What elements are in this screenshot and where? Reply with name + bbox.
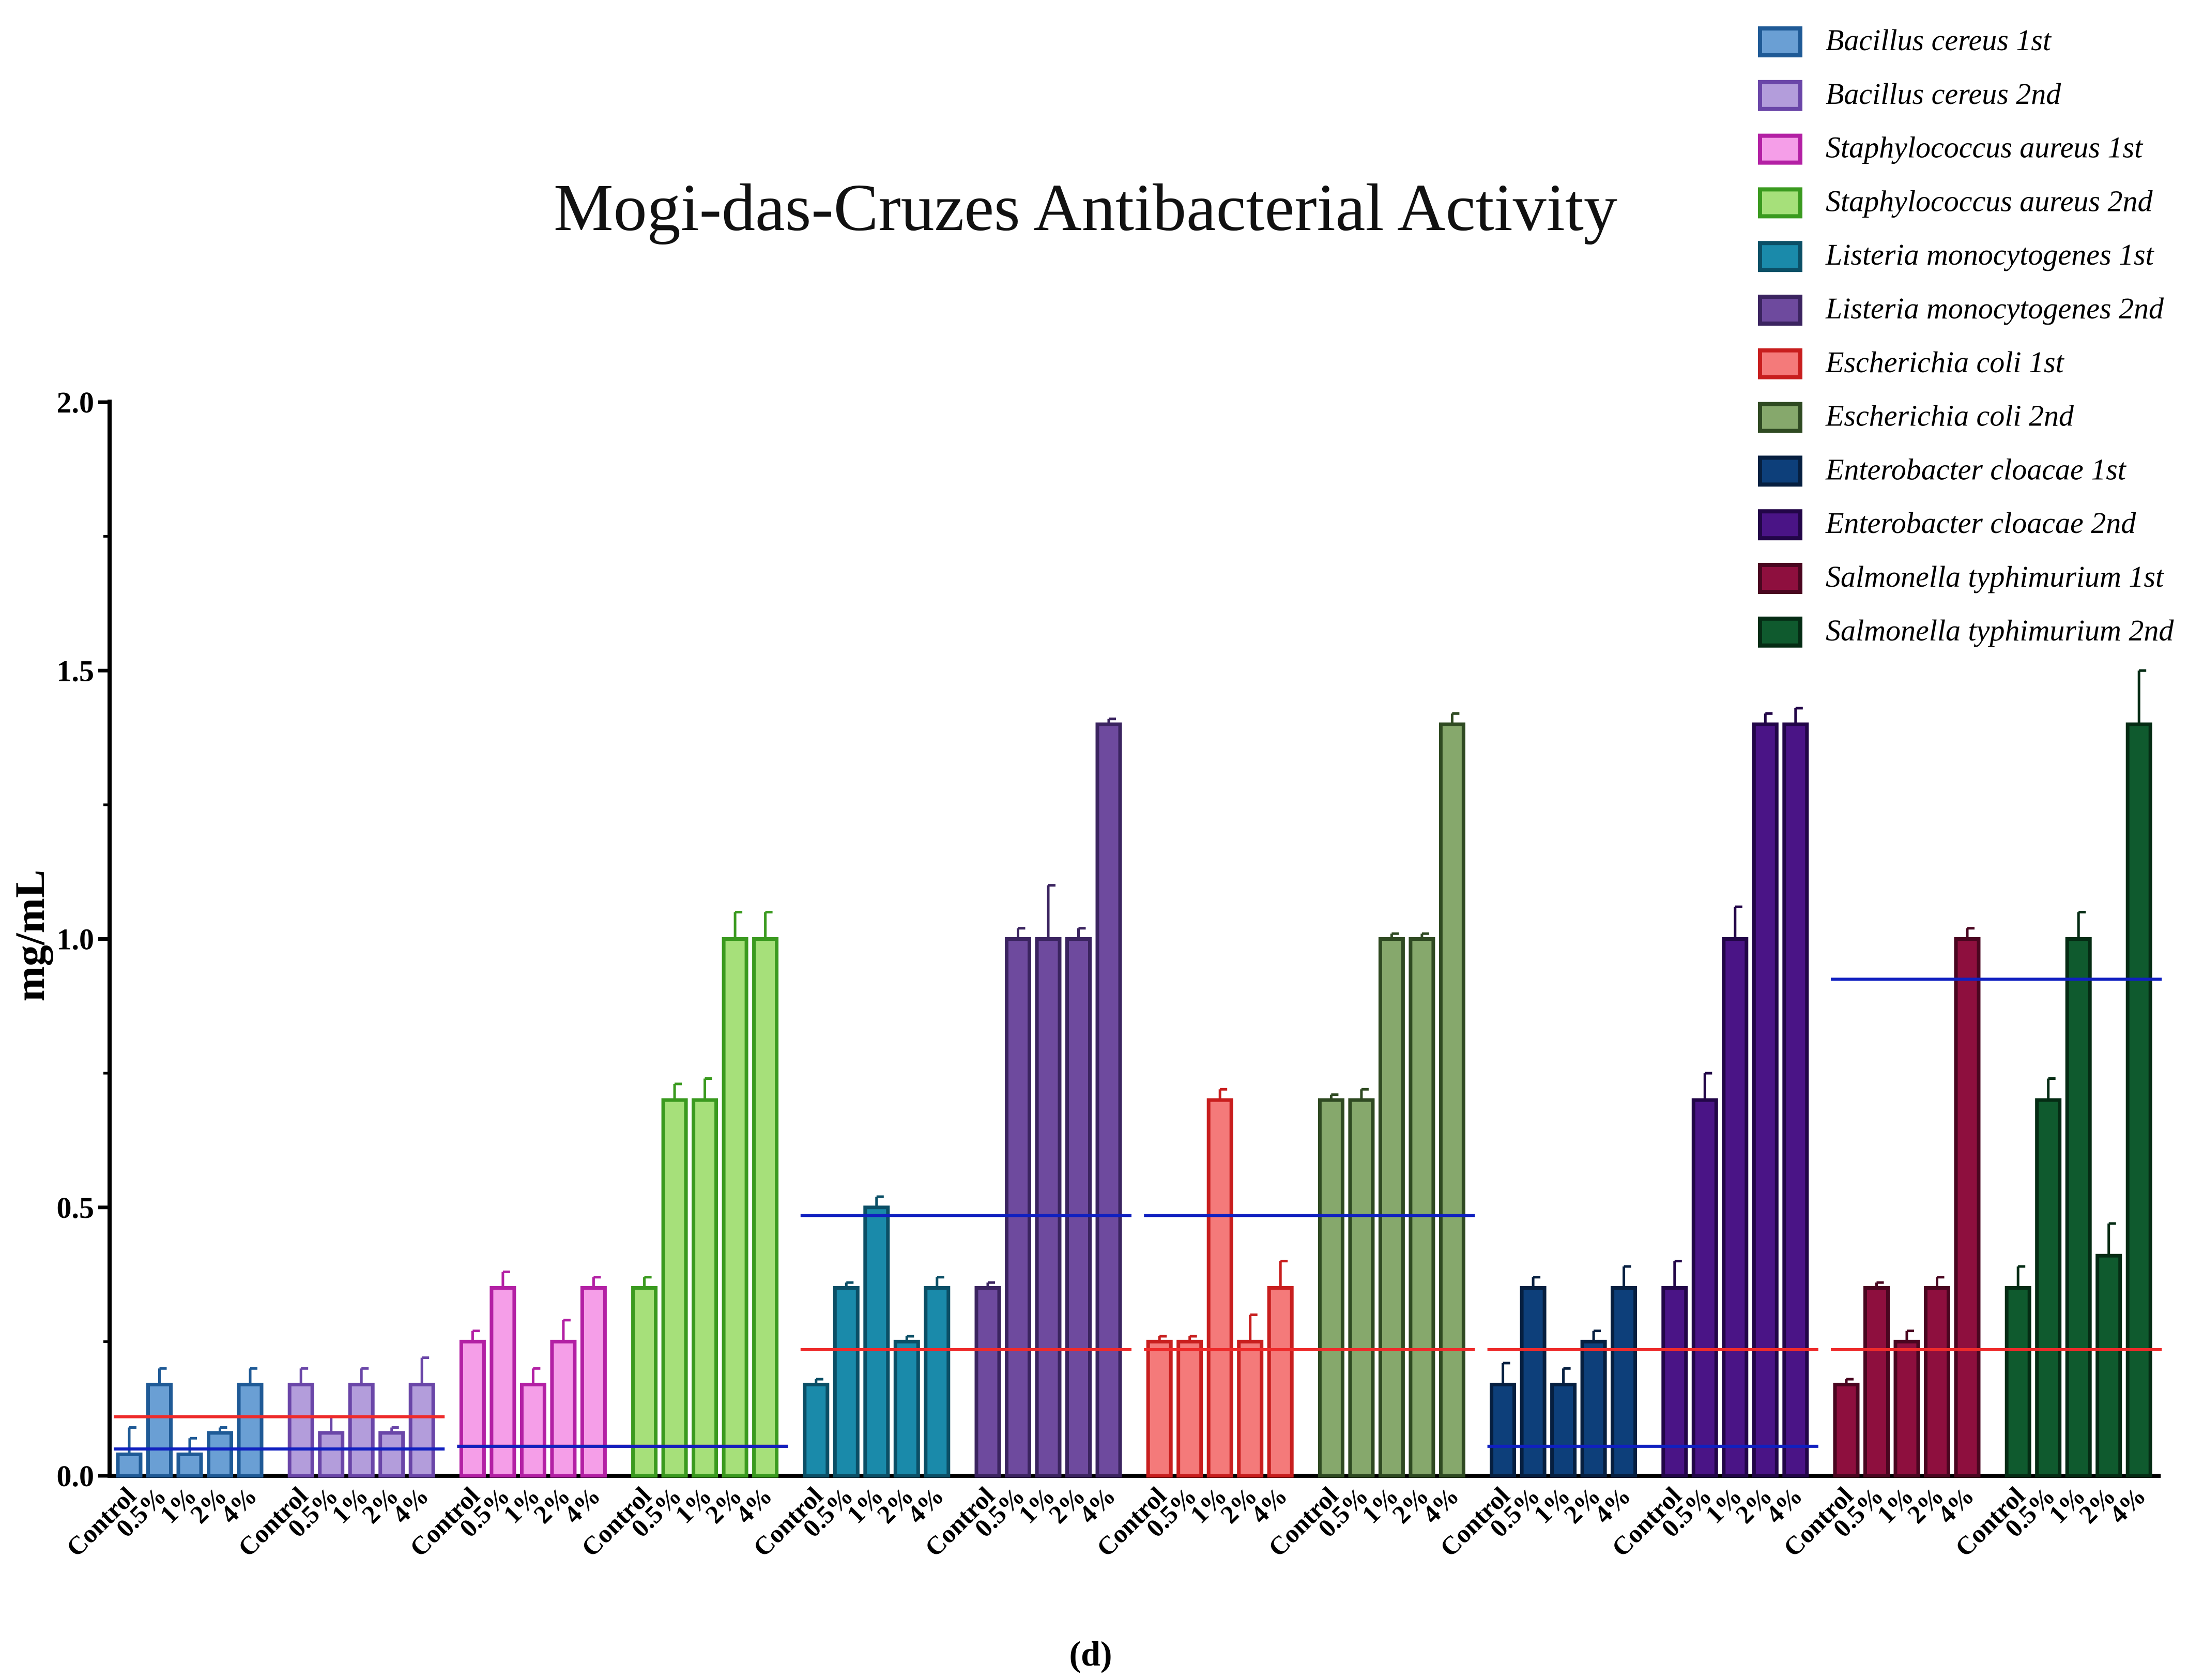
- legend-label: Enterobacter cloacae 2nd: [1825, 506, 2136, 540]
- bar: [459, 1339, 486, 1478]
- legend-label: Listeria monocytogenes 2nd: [1825, 292, 2164, 325]
- bar: [1691, 1098, 1718, 1478]
- chart-title: Mogi-das-Cruzes Antibacterial Activity: [554, 171, 1617, 245]
- y-tick-label: 1.0: [57, 923, 95, 956]
- bar: [1146, 1339, 1173, 1478]
- bar: [722, 937, 748, 1478]
- bar: [116, 1452, 143, 1478]
- legend-swatch: [1758, 26, 1802, 57]
- bar: [1611, 1286, 1638, 1478]
- legend-swatch: [1758, 348, 1802, 379]
- bar: [1095, 722, 1122, 1478]
- bar: [1348, 1098, 1375, 1478]
- bar: [1520, 1286, 1547, 1478]
- bar: [1954, 937, 1981, 1478]
- bar: [974, 1286, 1001, 1478]
- y-axis-label: mg/mL: [6, 869, 53, 1001]
- legend-label: Salmonella typhimurium 1st: [1826, 560, 2165, 593]
- legend-swatch: [1758, 241, 1802, 272]
- bar: [661, 1098, 688, 1478]
- y-tick-label: 1.5: [57, 654, 95, 688]
- bar: [207, 1431, 233, 1478]
- legend: Bacillus cereus 1st Bacillus cereus 2nd St…: [1758, 23, 2174, 648]
- bar: [146, 1382, 173, 1478]
- bar: [1863, 1286, 1890, 1478]
- bar: [803, 1382, 830, 1478]
- bar: [378, 1431, 405, 1478]
- bar: [1176, 1339, 1203, 1478]
- bar: [1005, 937, 1031, 1478]
- bar: [1924, 1286, 1950, 1478]
- y-tick-label: 0.0: [57, 1459, 95, 1493]
- bar: [519, 1382, 546, 1478]
- legend-swatch: [1758, 509, 1802, 541]
- legend-swatch: [1758, 563, 1802, 594]
- legend-swatch: [1758, 616, 1802, 648]
- legend-label: Salmonella typhimurium 2nd: [1826, 614, 2174, 647]
- bar: [1550, 1382, 1577, 1478]
- bar: [1439, 722, 1465, 1478]
- legend-label: Escherichia coli 1st: [1825, 345, 2065, 379]
- y-tick-label: 2.0: [57, 386, 95, 419]
- bar: [1409, 937, 1435, 1478]
- legend-label: Listeria monocytogenes 1st: [1825, 238, 2155, 271]
- bar: [237, 1382, 264, 1478]
- bar: [1206, 1098, 1233, 1478]
- bar: [2095, 1254, 2122, 1478]
- bar: [580, 1286, 607, 1478]
- bar: [408, 1382, 435, 1478]
- bar: [1490, 1382, 1517, 1478]
- bar: [1318, 1098, 1344, 1478]
- bar: [1267, 1286, 1294, 1478]
- legend-swatch: [1758, 455, 1802, 487]
- legend-label: Staphylococcus aureus 2nd: [1826, 184, 2153, 218]
- bar: [1065, 937, 1092, 1478]
- bar: [863, 1205, 890, 1478]
- legend-label: Bacillus cereus 1st: [1826, 23, 2052, 57]
- bar: [1782, 722, 1809, 1478]
- legend-swatch: [1758, 295, 1802, 326]
- bar: [1833, 1382, 1860, 1478]
- legend-swatch: [1758, 80, 1802, 111]
- bar: [1752, 722, 1779, 1478]
- bar: [1893, 1339, 1920, 1478]
- figure-caption: (d): [1069, 1634, 1112, 1673]
- bar: [2035, 1098, 2062, 1478]
- bar: [631, 1286, 658, 1478]
- bar: [692, 1098, 718, 1478]
- y-tick-label: 0.5: [57, 1191, 95, 1225]
- bar: [318, 1431, 345, 1478]
- bar: [1580, 1339, 1607, 1478]
- legend-label: Bacillus cereus 2nd: [1826, 77, 2061, 111]
- legend-label: Staphylococcus aureus 1st: [1826, 131, 2144, 164]
- bar: [1661, 1286, 1688, 1478]
- bar: [287, 1382, 314, 1478]
- bar: [1237, 1339, 1264, 1478]
- legend-swatch: [1758, 187, 1802, 219]
- bar: [348, 1382, 375, 1478]
- bar: [550, 1339, 577, 1478]
- bar: [2125, 722, 2152, 1478]
- bar: [833, 1286, 860, 1478]
- bar: [893, 1339, 920, 1478]
- legend-swatch: [1758, 402, 1802, 433]
- bar: [924, 1286, 951, 1478]
- bar: [1722, 937, 1749, 1478]
- bar: [176, 1452, 203, 1478]
- legend-swatch: [1758, 133, 1802, 165]
- bar: [1378, 937, 1405, 1478]
- bar: [752, 937, 779, 1478]
- bar: [2065, 937, 2092, 1478]
- bar: [489, 1286, 516, 1478]
- x-tick-label: 4%: [2103, 1481, 2151, 1529]
- bar: [1035, 937, 1062, 1478]
- legend-label: Enterobacter cloacae 1st: [1825, 452, 2127, 486]
- bar: [2005, 1286, 2031, 1478]
- legend-label: Escherichia coli 2nd: [1825, 399, 2074, 433]
